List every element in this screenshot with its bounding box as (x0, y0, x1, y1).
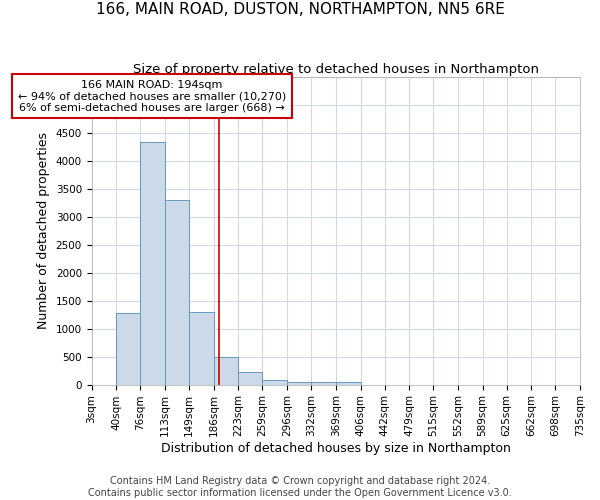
Bar (165, 200, 189, 384)
Title: Size of property relative to detached houses in Northampton: Size of property relative to detached ho… (133, 62, 539, 76)
Bar (116, 314, 140, 384)
Text: Contains HM Land Registry data © Crown copyright and database right 2024.
Contai: Contains HM Land Registry data © Crown c… (88, 476, 512, 498)
Bar (214, 357, 238, 384)
Text: 166 MAIN ROAD: 194sqm
← 94% of detached houses are smaller (10,270)
6% of semi-d: 166 MAIN ROAD: 194sqm ← 94% of detached … (18, 80, 286, 113)
Bar (336, 382, 361, 384)
Bar (238, 372, 262, 384)
Bar (189, 312, 214, 384)
X-axis label: Distribution of detached houses by size in Northampton: Distribution of detached houses by size … (161, 442, 511, 455)
Y-axis label: Number of detached properties: Number of detached properties (37, 132, 50, 329)
Bar (262, 380, 287, 384)
Text: 166, MAIN ROAD, DUSTON, NORTHAMPTON, NN5 6RE: 166, MAIN ROAD, DUSTON, NORTHAMPTON, NN5… (95, 2, 505, 18)
Bar (287, 382, 311, 384)
Bar (140, 142, 165, 384)
Bar (311, 382, 336, 384)
